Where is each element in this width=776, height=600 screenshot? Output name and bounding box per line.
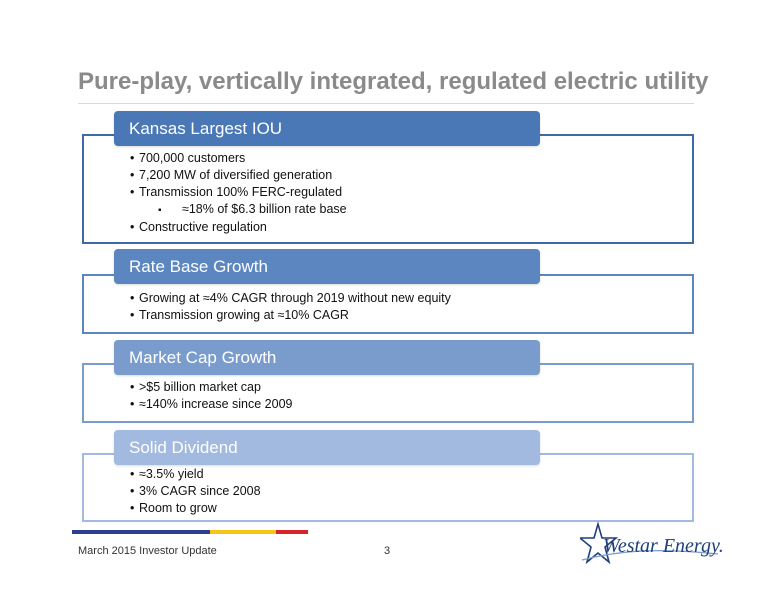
footer-bar-yellow — [210, 530, 276, 534]
list-item: • Growing at ≈4% CAGR through 2019 withou… — [130, 290, 692, 307]
bullet-marker: • — [130, 308, 135, 322]
list-item: • Room to grow — [130, 500, 692, 517]
sub-bullet-marker: ▪ — [158, 205, 162, 216]
list-item: • ≈140% increase since 2009 — [130, 396, 692, 413]
bullet-marker: • — [130, 185, 135, 199]
list-item: • >$5 billion market cap — [130, 379, 692, 396]
bullet-marker: • — [130, 168, 135, 182]
list-item: • 700,000 customers — [130, 150, 692, 167]
section-header-rate-base-growth: Rate Base Growth — [114, 249, 540, 284]
section-header-kansas-largest-iou: Kansas Largest IOU — [114, 111, 540, 146]
bullet-list: • Growing at ≈4% CAGR through 2019 withou… — [130, 290, 692, 324]
bullet-marker: • — [130, 380, 135, 394]
page-number: 3 — [384, 545, 391, 557]
bullet-marker: • — [130, 484, 135, 498]
bullet-marker: • — [130, 220, 135, 234]
bullet-text: ≈3.5% yield — [139, 467, 204, 481]
list-item: • Constructive regulation — [130, 219, 692, 236]
list-item: • Transmission growing at ≈10% CAGR — [130, 307, 692, 324]
bullet-text: Constructive regulation — [139, 220, 267, 234]
title-divider — [78, 103, 694, 104]
logo-wordmark: Westar Energy. — [603, 535, 724, 557]
bullet-marker: • — [130, 501, 135, 515]
bullet-text: ≈18% of $6.3 billion rate base — [182, 202, 347, 216]
bullet-text: ≈140% increase since 2009 — [139, 397, 293, 411]
bullet-list: • 700,000 customers • 7,200 MW of diversif… — [130, 150, 692, 236]
slide-title: Pure-play, vertically integrated, regula… — [78, 68, 709, 95]
bullet-marker: • — [130, 151, 135, 165]
bullet-text: Room to grow — [139, 501, 217, 515]
section-box-rate-base-growth: • Growing at ≈4% CAGR through 2019 withou… — [82, 274, 694, 334]
bullet-list: • ≈3.5% yield • 3% CAGR since 2008 • Room t… — [130, 466, 692, 517]
section-header-solid-dividend: Solid Dividend — [114, 430, 540, 465]
bullet-text: >$5 billion market cap — [139, 380, 261, 394]
list-item: • 7,200 MW of diversified generation — [130, 167, 692, 184]
bullet-text: Growing at ≈4% CAGR through 2019 without… — [139, 291, 451, 305]
bullet-text: 3% CAGR since 2008 — [139, 484, 261, 498]
bullet-list: • >$5 billion market cap • ≈140% increase … — [130, 379, 692, 413]
westar-star-logo-icon — [580, 521, 719, 565]
footer-bar-blue — [72, 530, 210, 534]
bullet-text: 7,200 MW of diversified generation — [139, 168, 333, 182]
bullet-marker: • — [130, 291, 135, 305]
list-item: • 3% CAGR since 2008 — [130, 483, 692, 500]
bullet-text: Transmission growing at ≈10% CAGR — [139, 308, 349, 322]
bullet-marker: • — [130, 467, 135, 481]
bullet-text: 700,000 customers — [139, 151, 246, 165]
footer-bar-red — [276, 530, 308, 534]
list-item: • ≈3.5% yield — [130, 466, 692, 483]
bullet-marker: • — [130, 397, 135, 411]
section-box-kansas-largest-iou: • 700,000 customers • 7,200 MW of diversif… — [82, 134, 694, 244]
footer-label: March 2015 Investor Update — [78, 545, 217, 557]
section-header-market-cap-growth: Market Cap Growth — [114, 340, 540, 375]
list-item: • Transmission 100% FERC-regulated — [130, 184, 692, 201]
bullet-text: Transmission 100% FERC-regulated — [139, 185, 343, 199]
list-subitem: ▪ ≈18% of $6.3 billion rate base — [130, 201, 692, 219]
